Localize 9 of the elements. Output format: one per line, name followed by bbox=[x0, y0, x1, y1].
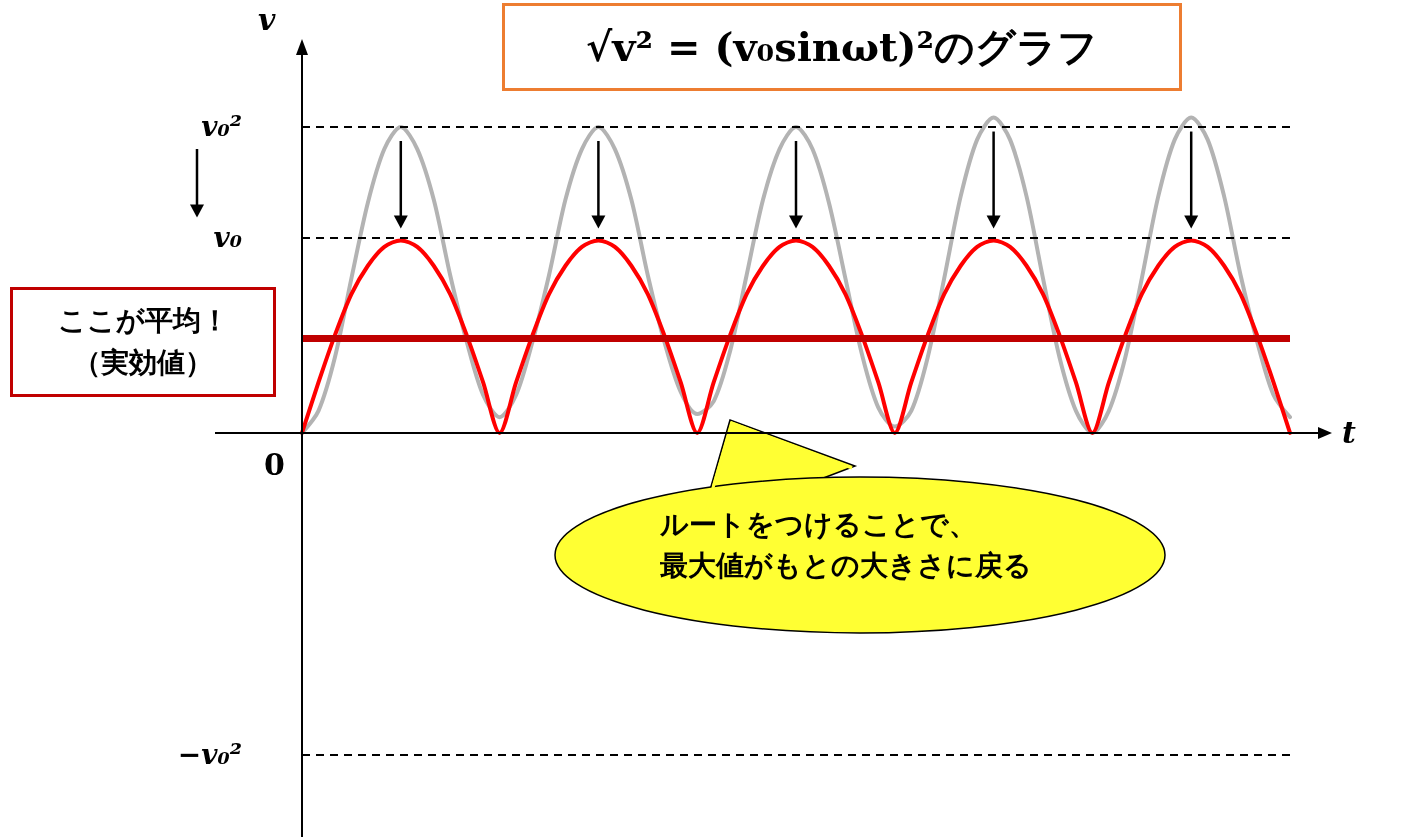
text: ここが平均！（実効値） bbox=[57, 303, 229, 381]
x-axis-title: t bbox=[1342, 415, 1356, 451]
text: 0 bbox=[264, 446, 285, 482]
y-axis-title: v bbox=[258, 2, 276, 37]
chart-title: √v² = (v₀sinωt)²のグラフ bbox=[502, 3, 1182, 91]
ref-line-label: −v₀² bbox=[177, 738, 242, 772]
ref-line-label: v₀² bbox=[201, 110, 242, 144]
text: ルートをつけることで、最大値がもとの大きさに戻る bbox=[660, 507, 1033, 584]
ref-line-label: v₀ bbox=[213, 220, 242, 254]
